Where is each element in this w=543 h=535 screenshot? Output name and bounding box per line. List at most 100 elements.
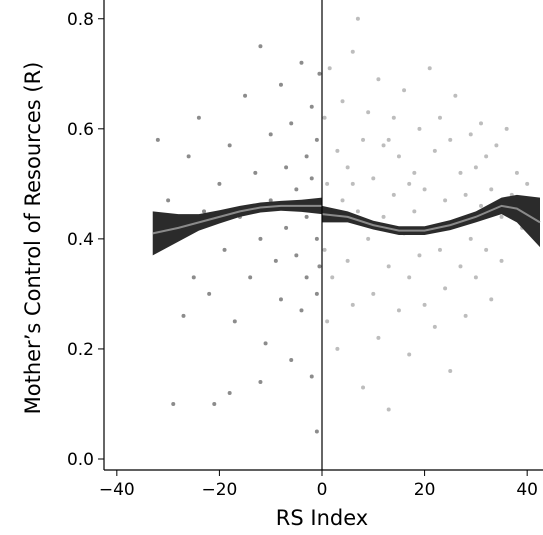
point [437,115,442,120]
fit-line [321,204,541,232]
point [340,198,345,203]
point [448,368,453,373]
point [248,275,253,280]
point [376,77,381,82]
point [202,209,207,214]
point [484,154,489,159]
point [458,170,463,175]
x-tick-label: −20 [201,480,237,500]
point [386,264,391,269]
point [504,126,509,131]
point [350,181,355,186]
point [489,297,494,302]
point [422,302,427,307]
point [361,385,366,390]
point [350,302,355,307]
point [437,247,442,252]
point [278,82,283,87]
point [314,429,319,434]
point [253,170,258,175]
point [304,154,309,159]
point [386,407,391,412]
point [468,132,473,137]
point [432,324,437,329]
point [325,181,330,186]
point [268,198,273,203]
point [309,374,314,379]
point [304,214,309,219]
point [325,319,330,324]
point [443,198,448,203]
point [361,137,366,142]
point [396,154,401,159]
point [335,148,340,153]
point [186,154,191,159]
point [330,275,335,280]
point [366,236,371,241]
point [322,115,327,120]
point [407,352,412,357]
point [407,181,412,186]
point [317,264,322,269]
point [268,132,273,137]
x-axis-label: RS Index [276,506,368,530]
point [448,137,453,142]
point [386,137,391,142]
point [355,209,360,214]
point [463,192,468,197]
y-tick-label: 0.8 [67,10,94,30]
point [494,143,499,148]
point [355,16,360,21]
point [366,110,371,115]
fit-line [152,204,322,235]
point [443,286,448,291]
point [273,258,278,263]
point [479,203,484,208]
point [196,115,201,120]
point [243,93,248,98]
point [473,165,478,170]
point [402,88,407,93]
point [258,379,263,384]
point [396,308,401,313]
point [432,148,437,153]
point [427,66,432,71]
point [345,165,350,170]
point [371,176,376,181]
point [289,357,294,362]
x-tick-label: −40 [99,480,135,500]
point [289,121,294,126]
point [294,253,299,258]
point [340,99,345,104]
point [489,187,494,192]
point [376,335,381,340]
point [227,143,232,148]
y-tick-label: 0.4 [67,230,94,250]
point [499,214,504,219]
point [227,390,232,395]
point [453,93,458,98]
point [499,258,504,263]
point [284,165,289,170]
x-tick-label: 20 [414,480,436,500]
x-tick-label: 40 [516,480,538,500]
point [309,104,314,109]
point [371,291,376,296]
point [222,247,227,252]
point [381,214,386,219]
point [407,275,412,280]
point [217,181,222,186]
point [458,264,463,269]
point [207,291,212,296]
point [284,225,289,230]
point [479,121,484,126]
point [525,181,530,186]
point [473,275,478,280]
point [314,236,319,241]
point [309,176,314,181]
point [304,275,309,280]
point [417,126,422,131]
point [412,170,417,175]
x-tick-label: 0 [317,480,328,500]
